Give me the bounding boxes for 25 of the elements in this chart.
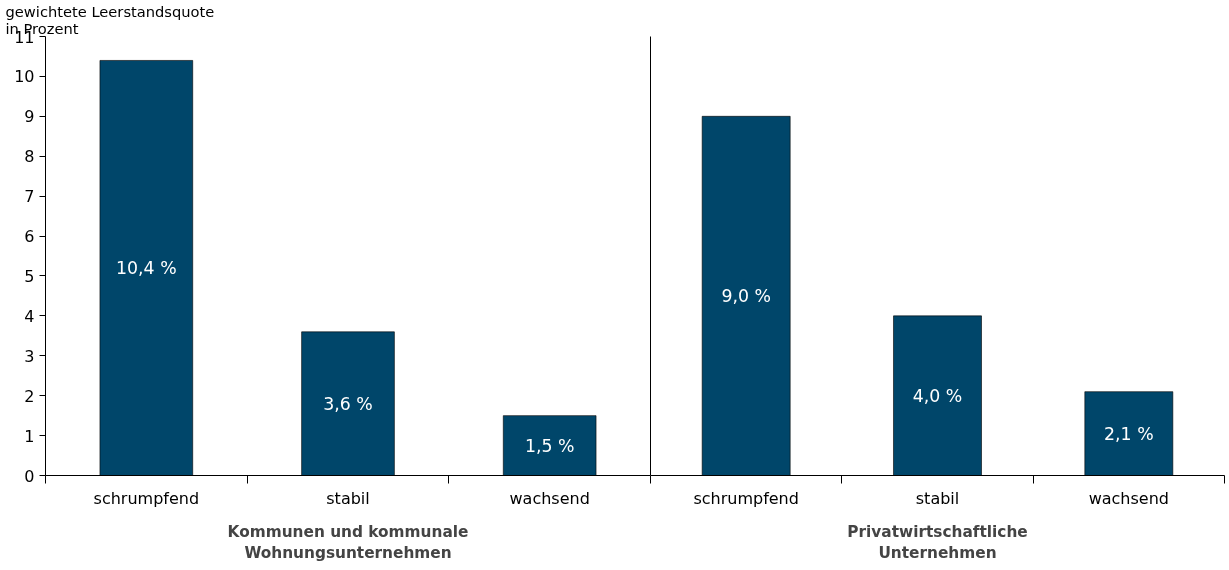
x-axis-title: Privatwirtschaftliche Unternehmen xyxy=(847,522,1028,563)
data-label: 9,0 % xyxy=(721,285,771,306)
data-label: 10,4 % xyxy=(116,257,177,278)
y-tick-label: 5 xyxy=(24,266,35,286)
y-tick-label: 0 xyxy=(24,466,35,486)
data-label: 1,5 % xyxy=(524,435,575,456)
x-tick-label: stabil xyxy=(326,488,370,508)
data-label: 2,1 % xyxy=(1104,423,1154,444)
data-label: 4,0 % xyxy=(912,385,963,406)
x-tick-label: stabil xyxy=(915,488,960,508)
x-tick-label: schrumpfend xyxy=(693,488,799,508)
y-tick-label: 3 xyxy=(24,346,35,366)
y-tick-label: 4 xyxy=(24,306,35,326)
x-tick-label: wachsend xyxy=(1088,488,1169,508)
y-tick-label: 2 xyxy=(24,386,35,406)
y-tick-label: 10 xyxy=(14,67,35,87)
y-tick-label: 8 xyxy=(24,147,35,167)
y-tick-label: 9 xyxy=(24,107,35,127)
x-tick-label: wachsend xyxy=(509,488,590,508)
y-tick-label: 6 xyxy=(24,227,35,247)
data-label: 3,6 % xyxy=(323,393,373,414)
y-tick-label: 7 xyxy=(24,187,35,207)
y-tick-label: 1 xyxy=(24,426,35,446)
x-axis-title: Kommunen und kommunale Wohnungsunternehmen xyxy=(227,522,469,563)
x-tick-label: schrumpfend xyxy=(93,488,200,508)
